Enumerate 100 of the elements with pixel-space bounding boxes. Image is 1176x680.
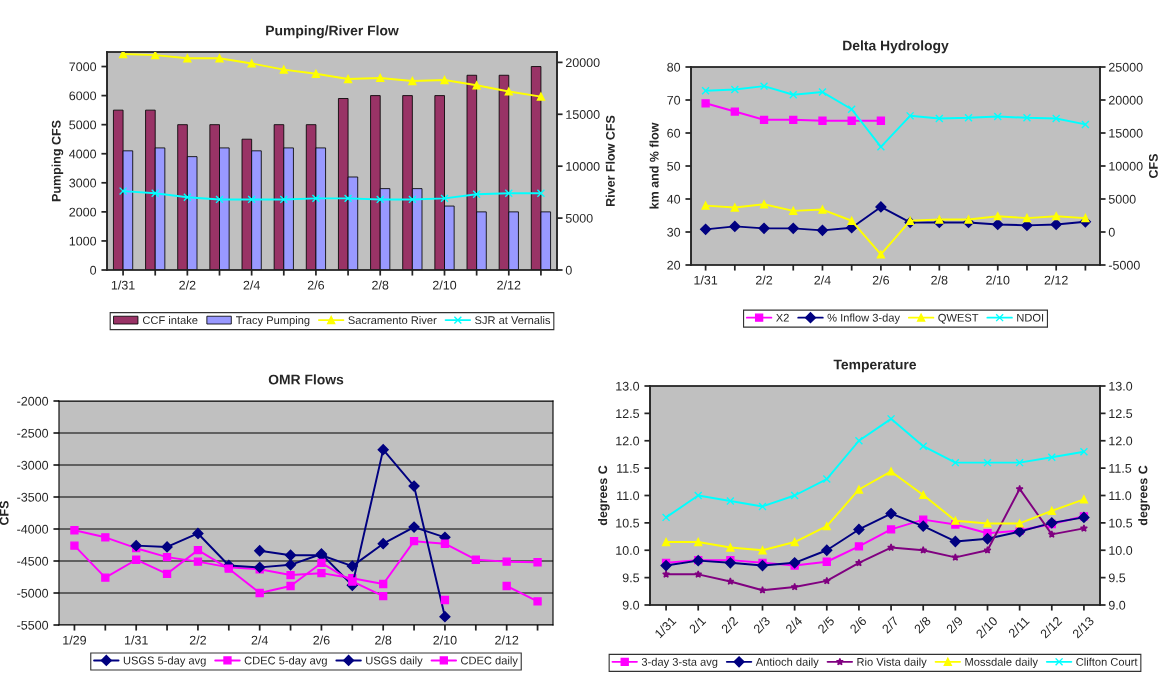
x-tick-label: 2/3 — [752, 615, 771, 634]
x-tick-label: 2/12 — [1044, 275, 1068, 285]
y2-tick-label: 0 — [565, 265, 572, 275]
y2-tick-label: 13.0 — [1109, 381, 1133, 391]
y2-tick-label: 5000 — [1108, 194, 1136, 204]
y-tick-label: 0 — [90, 265, 97, 275]
y-tick-label: -4500 — [17, 556, 49, 566]
x-tick-label: 2/13 — [1071, 615, 1095, 639]
x-tick-label: 2/7 — [881, 615, 900, 634]
y-tick-label: -2500 — [17, 428, 49, 438]
y2-tick-label: 25000 — [1108, 62, 1143, 72]
x-tick-label: 2/12 — [497, 280, 521, 290]
x-tick-label: 1/31 — [111, 280, 135, 290]
y2-tick-label: 5000 — [565, 213, 593, 223]
y-tick-label: 30 — [667, 227, 681, 237]
legend-label: Sacramento River — [348, 315, 437, 325]
x-tick-label: 1/31 — [124, 635, 148, 645]
x-tick-label: 1/31 — [694, 275, 718, 285]
y-tick-label: -3500 — [17, 492, 49, 502]
y-tick-label: 2000 — [69, 207, 97, 217]
y-tick-label: 10.5 — [616, 518, 640, 528]
x-tick-label: 2/10 — [432, 280, 457, 290]
y2-tick-label: 20000 — [565, 58, 600, 68]
x-tick-label: 2/2 — [189, 635, 206, 645]
legend-label: 3-day 3-sta avg — [641, 657, 718, 669]
y-tick-label: 9.0 — [622, 600, 640, 610]
legend-label: Tracy Pumping — [236, 315, 310, 327]
chart-title: Temperature — [833, 359, 917, 373]
x-tick-label: 1/31 — [654, 615, 677, 639]
y2-tick-label: 10.0 — [1109, 546, 1133, 555]
legend-label: QWEST — [938, 313, 979, 324]
y2-tick-label: 15000 — [1109, 128, 1143, 138]
y-tick-label: 4000 — [69, 149, 97, 159]
y-tick-label: 60 — [667, 128, 681, 138]
y-tick-label: 1000 — [69, 236, 97, 246]
legend-label: Antioch daily — [755, 657, 819, 669]
legend-label: CCF intake — [142, 315, 198, 325]
legend-label: % Inflow 3-day — [827, 313, 901, 324]
y-tick-label: 7000 — [69, 62, 97, 72]
x-tick-label: 2/4 — [814, 275, 831, 285]
y-tick-label: -5000 — [17, 588, 49, 598]
y2-tick-label: 12.5 — [1109, 409, 1133, 419]
x-tick-label: 2/8 — [913, 615, 932, 634]
chart-title: OMR Flows — [268, 374, 344, 385]
y-tick-label: 20 — [667, 260, 681, 270]
x-tick-label: 2/9 — [945, 615, 964, 634]
y-tick-label: 80 — [667, 62, 681, 72]
x-tick-label: 2/2 — [720, 615, 739, 634]
legend-label: Mossdale daily — [965, 657, 1038, 669]
y-tick-label: 5000 — [69, 120, 97, 130]
y2-tick-label: 20000 — [1108, 95, 1143, 105]
y-axis-title: degrees C — [597, 465, 610, 526]
x-tick-label: 2/11 — [1007, 615, 1030, 639]
y-tick-label: 40 — [666, 194, 681, 204]
y-tick-label: 12.5 — [616, 409, 640, 419]
x-tick-label: 2/6 — [872, 275, 890, 285]
x-tick-label: 2/4 — [251, 635, 269, 645]
y2-tick-label: 9.0 — [1108, 600, 1126, 610]
y-tick-label: 50 — [667, 161, 681, 171]
x-tick-label: 2/8 — [931, 275, 948, 285]
y2-axis-title: River Flow CFS — [605, 115, 615, 206]
legend-label: X2 — [776, 313, 789, 322]
y-tick-label: -4000 — [17, 524, 49, 534]
y2-axis-title: degrees C — [1138, 465, 1150, 526]
x-tick-label: 2/6 — [313, 635, 330, 645]
legend-label: USGS 5-day avg — [123, 656, 206, 667]
x-tick-label: 1/29 — [63, 635, 87, 645]
x-tick-label: 2/6 — [849, 615, 868, 634]
legend-label: NDOI — [1017, 313, 1044, 322]
x-tick-label: 2/2 — [755, 275, 773, 285]
y2-tick-label: 10000 — [566, 161, 600, 171]
y-tick-label: 10.0 — [616, 546, 640, 555]
y-axis-title: CFS — [0, 500, 9, 525]
y2-tick-label: 12.0 — [1109, 436, 1133, 446]
x-tick-label: 2/6 — [307, 280, 325, 290]
x-tick-label: 2/4 — [784, 615, 803, 634]
y-tick-label: -2000 — [17, 396, 49, 406]
y-axis-title: km and % flow — [649, 122, 659, 209]
legend-label: SJR at Vernalis — [475, 315, 551, 325]
y2-tick-label: 11.5 — [1109, 464, 1132, 473]
legend-label: CDEC daily — [461, 656, 518, 667]
x-tick-label: 2/10 — [986, 275, 1010, 285]
y-tick-label: 70 — [667, 95, 681, 105]
y-axis-title: Pumping CFS — [51, 120, 64, 202]
y2-tick-label: 11.0 — [1109, 491, 1132, 501]
y2-tick-label: 10000 — [1109, 161, 1143, 171]
x-tick-label: 2/8 — [372, 280, 389, 290]
x-tick-label: 2/10 — [433, 635, 457, 645]
y-tick-label: 13.0 — [616, 381, 640, 391]
y-tick-label: 11.0 — [617, 491, 640, 501]
x-tick-label: 2/4 — [243, 280, 260, 290]
x-tick-label: 2/8 — [375, 635, 392, 645]
legend-label: Clifton Court — [1076, 657, 1138, 666]
legend-label: Rio Vista daily — [857, 657, 927, 669]
y2-tick-label: 9.5 — [1108, 573, 1126, 583]
chart-title: Pumping/River Flow — [266, 25, 399, 39]
x-tick-label: 2/12 — [495, 635, 519, 645]
y-tick-label: 11.5 — [617, 464, 640, 473]
x-tick-label: 2/1 — [688, 615, 707, 634]
x-tick-label: 2/5 — [816, 615, 835, 634]
